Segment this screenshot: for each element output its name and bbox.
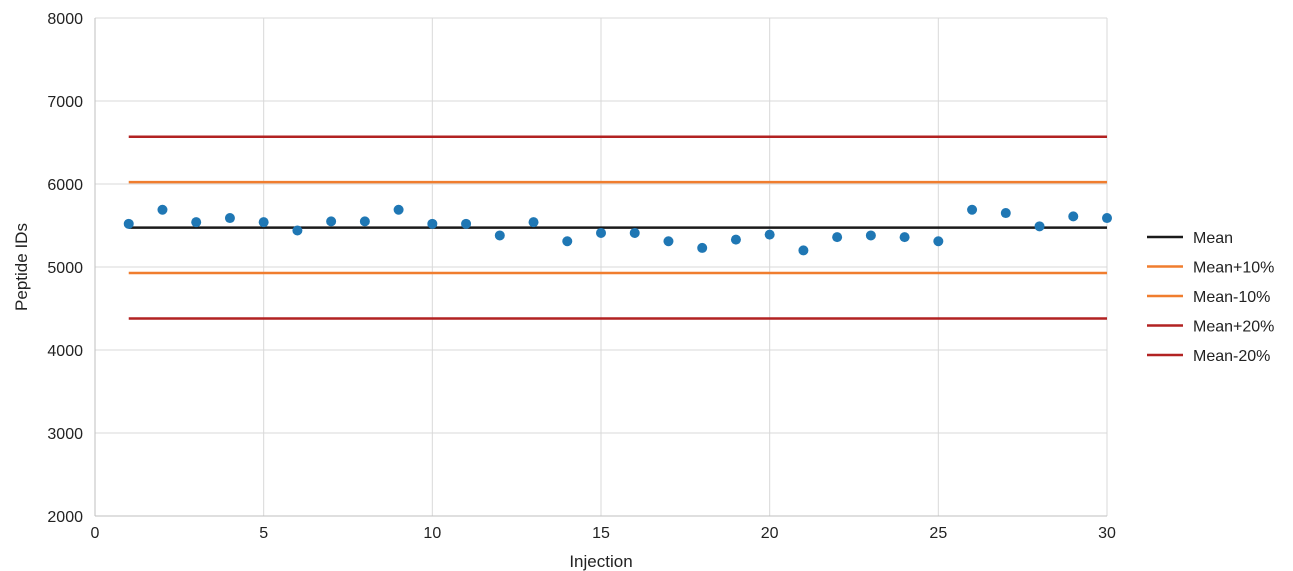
tick-labels: 2000 3000 4000 5000 6000 7000 8000 0 5 10 15 20 25 30 bbox=[47, 11, 1116, 542]
grid bbox=[95, 17, 1108, 516]
y-tick-label: 3000 bbox=[47, 426, 83, 443]
data-point bbox=[494, 230, 505, 241]
x-tick-label: 10 bbox=[423, 525, 441, 542]
legend-label: Mean+10% bbox=[1193, 260, 1274, 277]
data-point bbox=[933, 236, 944, 247]
data-point bbox=[326, 216, 337, 227]
data-point bbox=[359, 216, 370, 227]
data-point bbox=[258, 217, 269, 228]
x-tick-label: 20 bbox=[761, 525, 779, 542]
data-point bbox=[832, 232, 843, 243]
legend-label: Mean bbox=[1193, 230, 1233, 247]
reference-lines bbox=[128, 135, 1107, 320]
data-point bbox=[224, 213, 235, 224]
data-point bbox=[663, 236, 674, 247]
legend-label: Mean-20% bbox=[1193, 348, 1270, 365]
data-point bbox=[764, 229, 775, 240]
axes bbox=[94, 18, 1107, 517]
data-point bbox=[629, 227, 640, 238]
data-point bbox=[427, 218, 438, 229]
data-point bbox=[1068, 211, 1079, 222]
x-tick-label: 5 bbox=[259, 525, 268, 542]
data-point bbox=[528, 217, 539, 228]
data-point bbox=[157, 204, 168, 215]
y-tick-label: 2000 bbox=[47, 509, 83, 526]
y-tick-label: 6000 bbox=[47, 177, 83, 194]
y-tick-label: 7000 bbox=[47, 94, 83, 111]
data-point bbox=[1102, 213, 1112, 224]
y-axis-title: Peptide IDs bbox=[12, 223, 31, 311]
data-point bbox=[697, 242, 708, 253]
data-point bbox=[1034, 221, 1045, 232]
x-tick-label: 0 bbox=[91, 525, 100, 542]
data-point bbox=[1000, 208, 1011, 219]
data-point bbox=[562, 236, 573, 247]
data-points bbox=[123, 204, 1112, 256]
legend-label: Mean+20% bbox=[1193, 319, 1274, 336]
legend-label: Mean-10% bbox=[1193, 289, 1270, 306]
y-tick-label: 4000 bbox=[47, 343, 83, 360]
data-point bbox=[292, 225, 303, 236]
data-point bbox=[730, 234, 741, 245]
x-tick-label: 15 bbox=[592, 525, 610, 542]
data-point bbox=[967, 204, 978, 215]
data-point bbox=[393, 204, 404, 215]
x-axis-title: Injection bbox=[569, 552, 632, 571]
data-point bbox=[865, 230, 876, 241]
data-point bbox=[798, 245, 809, 256]
data-point bbox=[123, 218, 134, 229]
y-tick-label: 5000 bbox=[47, 260, 83, 277]
data-point bbox=[461, 218, 472, 229]
y-tick-label: 8000 bbox=[47, 11, 83, 28]
data-point bbox=[899, 232, 910, 243]
x-tick-label: 25 bbox=[929, 525, 947, 542]
legend: Mean Mean+10% Mean-10% Mean+20% Mean-20% bbox=[1147, 230, 1274, 365]
data-point bbox=[596, 227, 606, 238]
x-tick-label: 30 bbox=[1098, 525, 1116, 542]
data-point bbox=[191, 217, 202, 228]
